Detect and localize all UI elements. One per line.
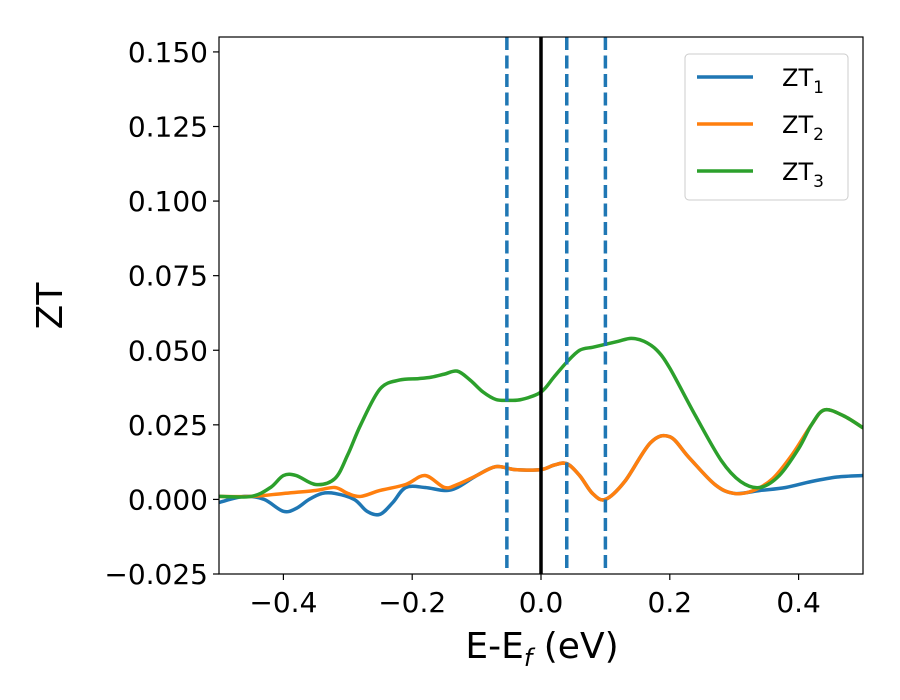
legend-label-zt3: ZT3: [782, 158, 824, 192]
y-tick-label: 0.150: [128, 36, 208, 69]
x-axis-label: E-Ef (eV): [465, 626, 618, 672]
y-tick-label: 0.075: [128, 260, 208, 293]
y-tick-label: 0.050: [128, 334, 208, 367]
x-tick-label: −0.2: [378, 586, 446, 619]
x-tick-label: −0.4: [249, 586, 317, 619]
legend-label-zt2: ZT2: [782, 111, 824, 145]
x-tick-label: 0.0: [519, 586, 564, 619]
x-tick-label: 0.4: [776, 586, 821, 619]
plot-content: [219, 37, 863, 574]
y-tick-label: 0.125: [128, 111, 208, 144]
x-axis-label-unit: (eV): [532, 626, 618, 667]
legend: ZT1 ZT2 ZT3: [684, 53, 849, 201]
y-tick-label: 0.000: [128, 483, 208, 516]
x-axis-label-base: E-E: [465, 626, 523, 667]
legend-box: [684, 53, 849, 201]
legend-label-zt1: ZT1: [782, 64, 824, 98]
axis-ticks: −0.4 −0.2 0.0 0.2 0.4 −0.025 0.000 0.025 0.050 0.…: [104, 36, 820, 619]
y-tick-label: 0.025: [128, 409, 208, 442]
x-tick-label: 0.2: [648, 586, 693, 619]
y-tick-label: 0.100: [128, 185, 208, 218]
y-tick-label: −0.025: [104, 558, 208, 591]
y-axis-label: ZT: [30, 282, 71, 330]
